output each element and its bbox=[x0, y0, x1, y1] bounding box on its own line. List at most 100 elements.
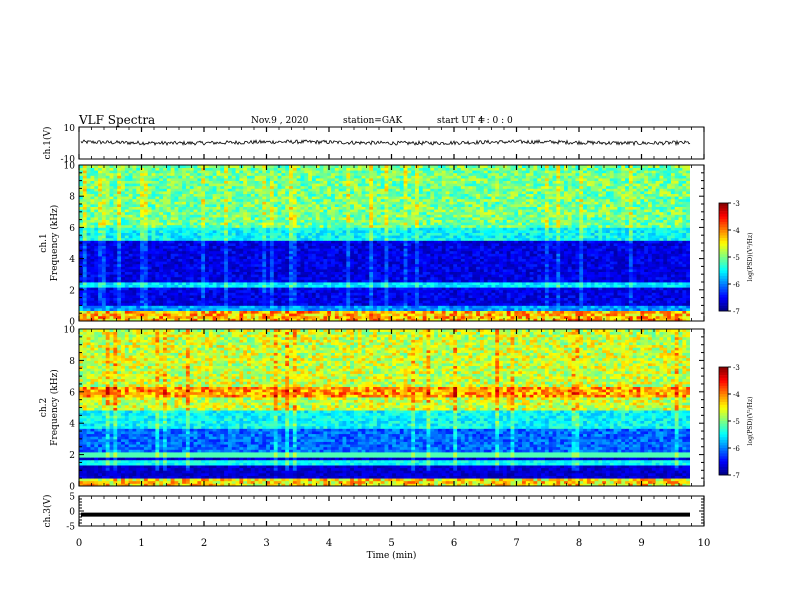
spectrogram-cell bbox=[220, 315, 225, 319]
spectrogram-cell bbox=[289, 279, 294, 283]
spectrogram-cell bbox=[674, 274, 679, 278]
spectrogram-cell bbox=[686, 315, 691, 319]
spectrogram-cell bbox=[140, 305, 145, 309]
spectrogram-cell bbox=[602, 300, 607, 304]
spectrogram-cell bbox=[625, 266, 630, 270]
spectrogram-cell bbox=[193, 315, 198, 319]
spectrogram-cell bbox=[128, 276, 133, 280]
spectrogram-cell bbox=[224, 297, 229, 301]
spectrogram-cell bbox=[476, 269, 481, 272]
spectrogram-cell bbox=[476, 248, 481, 252]
spectrogram-cell bbox=[583, 308, 588, 311]
spectrogram-cell bbox=[541, 287, 546, 291]
spectrogram-cell bbox=[178, 274, 183, 278]
spectrogram-cell bbox=[311, 315, 317, 319]
spectrogram-cell bbox=[586, 297, 592, 301]
spectrogram-cell bbox=[334, 248, 340, 252]
spectrogram-cell bbox=[308, 313, 313, 317]
spectrogram-cell bbox=[506, 263, 511, 267]
spectrogram-cell bbox=[254, 276, 259, 280]
spectrogram-cell bbox=[598, 261, 603, 265]
spectrogram-cell bbox=[331, 243, 336, 246]
spectrogram-cell bbox=[143, 250, 149, 254]
spectrogram-cell bbox=[250, 261, 256, 265]
spectrogram-cell bbox=[201, 243, 206, 246]
spectrogram-cell bbox=[90, 287, 95, 291]
spectrogram-cell bbox=[495, 256, 500, 259]
spectrogram-cell bbox=[201, 248, 206, 252]
spectrogram-cell bbox=[338, 276, 343, 280]
spectrogram-cell bbox=[441, 318, 446, 322]
spectrogram-cell bbox=[453, 266, 458, 270]
spectrogram-cell bbox=[476, 261, 481, 265]
spectrogram-cell bbox=[468, 271, 473, 275]
spectrogram-cell bbox=[411, 289, 416, 293]
spectrogram-cell bbox=[541, 271, 546, 275]
spectrogram-cell bbox=[640, 243, 645, 246]
spectrogram-cell bbox=[147, 284, 152, 288]
spectrogram-cell bbox=[415, 310, 420, 314]
spectrogram-cell bbox=[98, 253, 103, 257]
spectrogram-cell bbox=[220, 258, 225, 262]
spectrogram-cell bbox=[651, 274, 657, 278]
spectrogram-cell bbox=[258, 269, 263, 272]
spectrogram-cell bbox=[499, 302, 504, 306]
spectrogram-cell bbox=[518, 258, 523, 262]
spectrogram-cell bbox=[101, 313, 107, 317]
spectrogram-cell bbox=[98, 295, 103, 298]
spectrogram-cell bbox=[682, 308, 687, 311]
spectrogram-cell bbox=[636, 253, 641, 257]
spectrogram-cell bbox=[266, 240, 271, 244]
spectrogram-cell bbox=[90, 263, 95, 267]
spectrogram-cell bbox=[682, 289, 687, 293]
spectrogram-cell bbox=[682, 245, 687, 249]
spectrogram-cell bbox=[647, 269, 653, 272]
spectrogram-cell bbox=[674, 271, 679, 275]
spectrogram-cell bbox=[353, 305, 359, 309]
spectrogram-cell bbox=[434, 245, 439, 249]
spectrogram-cell bbox=[556, 243, 561, 246]
spectrogram-cell bbox=[544, 253, 550, 257]
spectrogram-cell bbox=[667, 243, 672, 246]
spectrogram-cell bbox=[98, 310, 103, 314]
spectrogram-cell bbox=[571, 266, 576, 270]
spectrogram-cell bbox=[147, 256, 152, 259]
spectrogram-cell bbox=[647, 245, 653, 249]
spectrogram-cell bbox=[460, 318, 466, 322]
spectrogram-cell bbox=[621, 318, 626, 322]
spectrogram-cell bbox=[659, 282, 664, 285]
spectrogram-cell bbox=[281, 258, 286, 262]
spectrogram-cell bbox=[670, 315, 676, 319]
spectrogram-cell bbox=[243, 269, 248, 272]
spectrogram-cell bbox=[655, 243, 660, 246]
spectrogram-cell bbox=[105, 300, 110, 304]
spectrogram-cell bbox=[395, 300, 401, 304]
spectrogram-cell bbox=[220, 269, 225, 272]
spectrogram-cell bbox=[334, 261, 340, 265]
spectrogram-cell bbox=[407, 258, 412, 262]
spectrogram-cell bbox=[667, 297, 672, 301]
spectrogram-cell bbox=[331, 253, 336, 257]
spectrogram-cell bbox=[327, 250, 332, 254]
spectrogram-cell bbox=[269, 253, 275, 257]
spectrogram-cell bbox=[350, 287, 355, 291]
spectrogram-cell bbox=[602, 256, 607, 259]
spectrogram-cell bbox=[79, 258, 84, 262]
spectrogram-cell bbox=[437, 313, 443, 317]
spectrogram-cell bbox=[227, 318, 233, 322]
spectrogram-cell bbox=[384, 287, 389, 291]
spectrogram-cell bbox=[86, 282, 91, 285]
spectrogram-cell bbox=[602, 261, 607, 265]
spectrogram-cell bbox=[594, 263, 599, 267]
spectrogram-cell bbox=[422, 276, 427, 280]
spectrogram-cell bbox=[243, 276, 248, 280]
spectrogram-cell bbox=[285, 313, 290, 317]
spectrogram-cell bbox=[285, 305, 290, 309]
spectrogram-cell bbox=[682, 248, 687, 252]
spectrogram-cell bbox=[365, 261, 370, 265]
spectrogram-cell bbox=[170, 248, 175, 252]
spectrogram-cell bbox=[491, 300, 496, 304]
spectrogram-cell bbox=[247, 300, 252, 304]
spectrogram-cell bbox=[174, 250, 179, 254]
spectrogram-cell bbox=[212, 308, 217, 311]
